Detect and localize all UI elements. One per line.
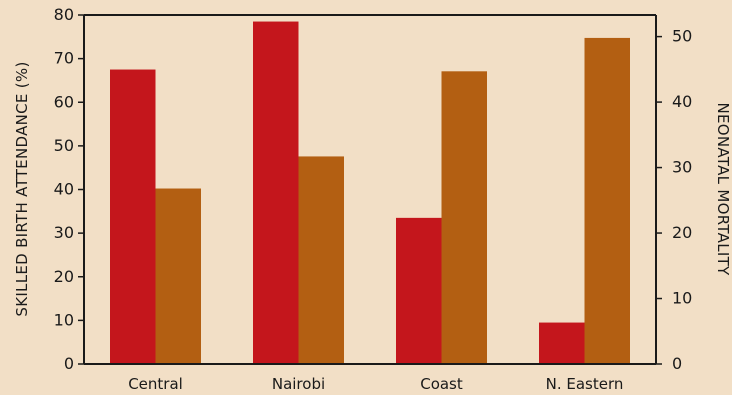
y2-tick-label: 0 <box>672 354 682 373</box>
axes-group <box>83 14 657 365</box>
y-tick-label: 20 <box>54 267 74 286</box>
y2-tick-label: 30 <box>672 158 692 177</box>
y2-tick-label: 50 <box>672 27 692 46</box>
y-tick-label: 40 <box>54 180 74 199</box>
bar-neonatal-mortality-nairobi <box>298 156 344 364</box>
bar-neonatal-mortality-coast <box>441 71 487 364</box>
y-tick-label: 70 <box>54 49 74 68</box>
x-tick-label: Nairobi <box>272 375 325 393</box>
bar-skilled-birth-attendance-nairobi <box>253 21 299 364</box>
ticks-group: Central Nairobi Coast N. Eastern 0 10 20 30 40 50… <box>54 5 693 393</box>
y-tick-label: 60 <box>54 92 74 111</box>
x-tick-label: N. Eastern <box>546 375 624 393</box>
y-tick-label: 50 <box>54 136 74 155</box>
y-axis-title: SKILLED BIRTH ATTENDANCE (%) <box>13 61 31 316</box>
bar-skilled-birth-attendance-central <box>110 69 156 364</box>
x-tick-label: Central <box>128 375 183 393</box>
y-tick-label: 30 <box>54 223 74 242</box>
bar-skilled-birth-attendance-coast <box>396 217 442 364</box>
y-tick-label: 10 <box>54 310 74 329</box>
bars-group <box>110 21 630 364</box>
x-tick-label: Coast <box>420 375 463 393</box>
y2-tick-label: 20 <box>672 223 692 242</box>
bar-neonatal-mortality-n-eastern <box>584 37 630 364</box>
bar-skilled-birth-attendance-n-eastern <box>539 322 585 364</box>
bar-neonatal-mortality-central <box>155 188 201 364</box>
y-tick-label: 0 <box>64 354 74 373</box>
y2-tick-label: 40 <box>672 92 692 111</box>
y-tick-label: 80 <box>54 5 74 24</box>
y2-tick-label: 10 <box>672 289 692 308</box>
y2-axis-title: NEONATAL MORTALITY <box>714 102 732 276</box>
